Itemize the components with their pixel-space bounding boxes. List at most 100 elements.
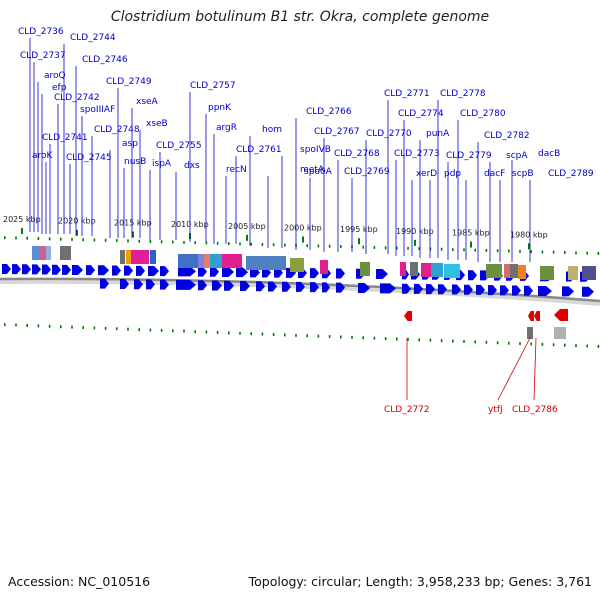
forward-gene-arrow (296, 281, 305, 292)
forward-gene-label: spoIIIAF (80, 105, 115, 115)
forward-gene-arrow (268, 281, 277, 292)
forward-gene-arrow (98, 265, 109, 276)
feature-block (246, 256, 286, 270)
forward-gene-arrow (198, 266, 207, 277)
reverse-gene-label: CLD_2786 (512, 405, 558, 415)
forward-gene-label: nusB (124, 157, 146, 167)
feature-block (60, 246, 71, 260)
scale-label: 2005 kbp (228, 222, 266, 231)
forward-gene-arrow (282, 281, 291, 292)
reverse-tick (452, 339, 454, 343)
forward-gene-arrow (236, 267, 248, 278)
feature-block (222, 254, 242, 268)
forward-tick (149, 239, 152, 243)
forward-gene-label: xseA (136, 97, 159, 107)
forward-tick (552, 250, 555, 254)
forward-tick (15, 236, 17, 240)
forward-gene-label: efp (52, 83, 67, 93)
forward-gene-label: CLD_2757 (190, 81, 236, 91)
forward-tick (71, 237, 73, 241)
forward-tick (160, 240, 163, 244)
forward-tick (541, 250, 544, 254)
reverse-tick (351, 335, 353, 339)
forward-gene-label: CLD_2779 (446, 151, 492, 161)
reverse-tick (138, 328, 140, 332)
reverse-tick (250, 332, 252, 336)
reverse-tick (160, 328, 163, 332)
forward-gene-arrow (402, 283, 411, 294)
forward-gene-arrow (524, 285, 533, 296)
forward-gene-arrow (198, 280, 207, 291)
forward-gene-label: CLD_2789 (548, 169, 594, 179)
forward-gene-arrow (112, 265, 121, 276)
forward-tick (384, 246, 387, 250)
feature-block (178, 254, 198, 268)
forward-gene-label: CLD_2755 (156, 141, 202, 151)
scale-label: 2000 kbp (284, 224, 322, 233)
forward-tick (228, 242, 230, 246)
reverse-tick (60, 325, 62, 329)
feature-block (582, 266, 596, 280)
forward-tick (93, 238, 96, 242)
forward-tick (597, 251, 600, 255)
forward-tick (37, 237, 40, 241)
reverse-tick (396, 337, 398, 341)
forward-tick (4, 236, 6, 240)
forward-gene-arrow (468, 270, 477, 281)
forward-tick (26, 236, 28, 240)
forward-gene-label: CLD_2746 (82, 55, 128, 65)
scale-major-tick (470, 241, 472, 248)
reverse-tick (205, 330, 208, 334)
forward-tick (396, 246, 398, 250)
forward-tick (317, 244, 320, 248)
scale-major-tick (528, 243, 530, 250)
reverse-tick (429, 338, 432, 342)
forward-gene-arrow (42, 264, 51, 275)
reverse-tick (71, 325, 73, 329)
forward-tick (116, 239, 118, 243)
reverse-tick (284, 333, 286, 337)
reverse-tick (340, 335, 342, 339)
reverse-tick (306, 334, 308, 338)
reverse-tick (485, 340, 488, 344)
forward-gene-arrow (488, 285, 497, 296)
forward-gene-arrow (380, 283, 396, 294)
forward-gene-label: dxs (184, 161, 200, 171)
feature-block (210, 254, 222, 268)
forward-gene-arrow (464, 284, 473, 295)
map-title: Clostridium botulinum B1 str. Okra, comp… (110, 9, 490, 25)
forward-gene-arrow (336, 282, 345, 293)
forward-gene-arrow (358, 282, 370, 293)
forward-gene-label: scpB (512, 169, 534, 179)
reverse-tick (552, 343, 555, 347)
forward-gene-arrow (336, 268, 345, 279)
forward-tick (216, 241, 219, 245)
forward-tick (508, 249, 510, 253)
reverse-gene-arrow (534, 311, 540, 321)
forward-tick (328, 244, 331, 248)
forward-gene-arrow (212, 280, 222, 291)
forward-gene-arrow (52, 264, 61, 275)
reverse-tick (519, 342, 521, 346)
reverse-tick (183, 329, 185, 333)
forward-gene-arrow (438, 284, 447, 295)
forward-tick (452, 248, 454, 252)
feature-block (431, 263, 443, 277)
feature-block (198, 254, 204, 268)
forward-gene-arrow (582, 286, 594, 297)
forward-gene-arrow (452, 284, 461, 295)
genome-stats-text: Topology: circular; Length: 3,958,233 bp… (248, 574, 592, 589)
reverse-tick (4, 323, 6, 327)
forward-tick (496, 249, 499, 253)
feature-block (320, 260, 328, 274)
reverse-tick (116, 327, 118, 331)
reverse-tick (149, 328, 152, 332)
forward-gene-label: spo0A (304, 167, 333, 177)
feature-block (46, 246, 51, 260)
forward-gene-label: CLD_2773 (394, 149, 440, 159)
forward-gene-label: aroQ (44, 71, 66, 81)
forward-gene-label: CLD_2782 (484, 131, 530, 141)
forward-tick (575, 251, 577, 255)
reverse-tick (216, 330, 219, 334)
forward-tick (239, 242, 241, 246)
